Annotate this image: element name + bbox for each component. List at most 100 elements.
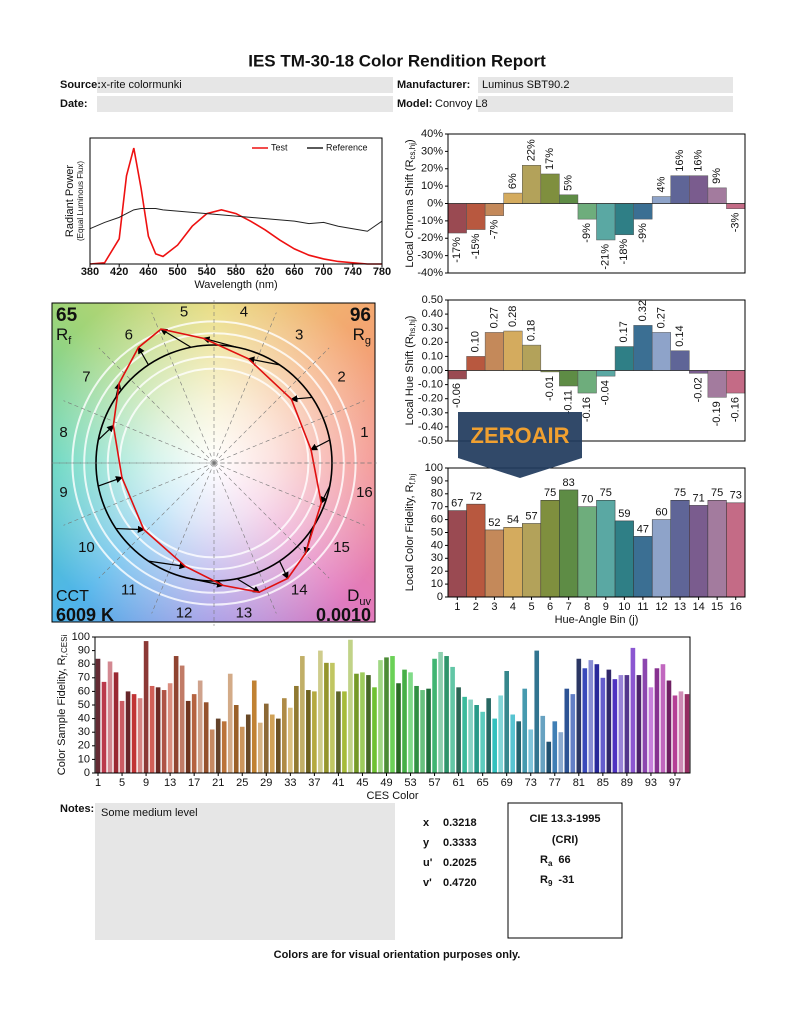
bar [503, 527, 523, 598]
bar [614, 203, 634, 236]
y-tick-label: -0.30 [418, 407, 443, 419]
bar [596, 500, 616, 598]
label: Local Chroma Shift (R [404, 159, 416, 267]
shift-arrow [279, 560, 289, 580]
value-label: -15% [470, 233, 482, 259]
sub: uv [359, 596, 371, 608]
bar [396, 683, 401, 773]
bar [614, 520, 634, 598]
test-polygon [112, 328, 323, 594]
bar [161, 690, 167, 773]
bar [707, 187, 727, 204]
bar [306, 690, 311, 773]
bin-boundary [213, 400, 365, 464]
chromaticity-label: y [423, 837, 430, 849]
bar [330, 662, 335, 773]
y-tick-label: 0% [427, 197, 443, 209]
bar [726, 370, 746, 394]
bar [707, 500, 727, 598]
rg-symbol: Rg [353, 325, 371, 346]
y-tick-label: 20% [421, 163, 443, 175]
bar [559, 489, 579, 598]
bar [466, 503, 486, 598]
shift-arrow [97, 424, 115, 441]
field-value: x-rite colormunki [101, 79, 182, 91]
bar [318, 650, 323, 773]
bin-label: 4 [240, 304, 248, 321]
bar [492, 718, 497, 773]
chromaticity-value: 0.3218 [443, 817, 477, 829]
bar [432, 658, 437, 773]
x-axis-label: Hue-Angle Bin (j) [555, 614, 639, 626]
plot-frame [447, 133, 746, 274]
value-label: -7% [488, 219, 500, 239]
y-tick-label: -0.40 [418, 421, 443, 433]
bar [263, 703, 269, 773]
bar [503, 330, 523, 371]
shift-arrow [202, 336, 238, 348]
bar [257, 722, 263, 773]
x-tick-label: 620 [256, 266, 274, 278]
x-tick-label: 14 [692, 601, 704, 613]
y-tick-label: 60 [78, 685, 90, 697]
bar [600, 677, 606, 773]
bar [447, 510, 467, 598]
value-label: -18% [618, 239, 630, 265]
bar [666, 680, 672, 773]
x-axis-label: Wavelength (nm) [194, 279, 277, 291]
x-tick-label: 97 [669, 777, 681, 789]
x-tick-label: 33 [284, 777, 296, 789]
x-tick-label: 420 [110, 266, 128, 278]
y-tick-label: -0.10 [418, 379, 443, 391]
bar [336, 691, 341, 773]
bar [618, 675, 624, 773]
x-tick-label: 61 [452, 777, 464, 789]
bar [185, 700, 191, 773]
value-label: -0.16 [581, 397, 593, 422]
value-label: -21% [600, 244, 612, 270]
bar [689, 175, 709, 204]
symbol: R [540, 854, 548, 866]
y-tick-label: 10 [78, 753, 90, 765]
field-box [478, 77, 733, 93]
bar [466, 203, 486, 230]
y-tick-label: 0.40 [422, 308, 443, 320]
y-axis-label: Radiant Power [64, 165, 76, 237]
bar [522, 165, 542, 204]
bar [596, 203, 616, 241]
label-sub: f,hj [408, 474, 417, 485]
bin-label: 9 [59, 484, 67, 501]
bar [372, 687, 377, 773]
field-value: Convoy L8 [435, 98, 488, 110]
y-tick-label: 0.30 [422, 322, 443, 334]
value-label: -0.02 [693, 377, 705, 402]
bar [137, 698, 143, 773]
symbol: R [56, 325, 68, 344]
bar [577, 370, 597, 394]
bar [348, 639, 353, 773]
bin-boundary [151, 312, 215, 464]
bar [534, 650, 540, 773]
bar [155, 687, 161, 773]
x-tick-label: 7 [566, 601, 572, 613]
x-tick-label: 12 [655, 601, 667, 613]
bar [209, 729, 215, 773]
bar [540, 500, 560, 598]
shift-arrow [137, 346, 149, 366]
value-label: 5% [563, 175, 575, 191]
y-tick-label: -40% [417, 267, 443, 279]
value-label: 17% [544, 148, 556, 170]
sub: 9 [548, 879, 553, 888]
cri-box [507, 802, 623, 939]
bar [503, 192, 523, 204]
bar [522, 688, 528, 773]
value-label: 67 [451, 497, 463, 509]
value-label: 0.32 [637, 300, 649, 321]
value-label: 72 [470, 491, 482, 503]
shift-arrow [320, 485, 331, 505]
vector-graphic-frame [51, 302, 376, 623]
x-tick-label: 25 [236, 777, 248, 789]
bar [107, 661, 113, 773]
field-box [97, 96, 393, 112]
y-tick-label: 20 [78, 740, 90, 752]
